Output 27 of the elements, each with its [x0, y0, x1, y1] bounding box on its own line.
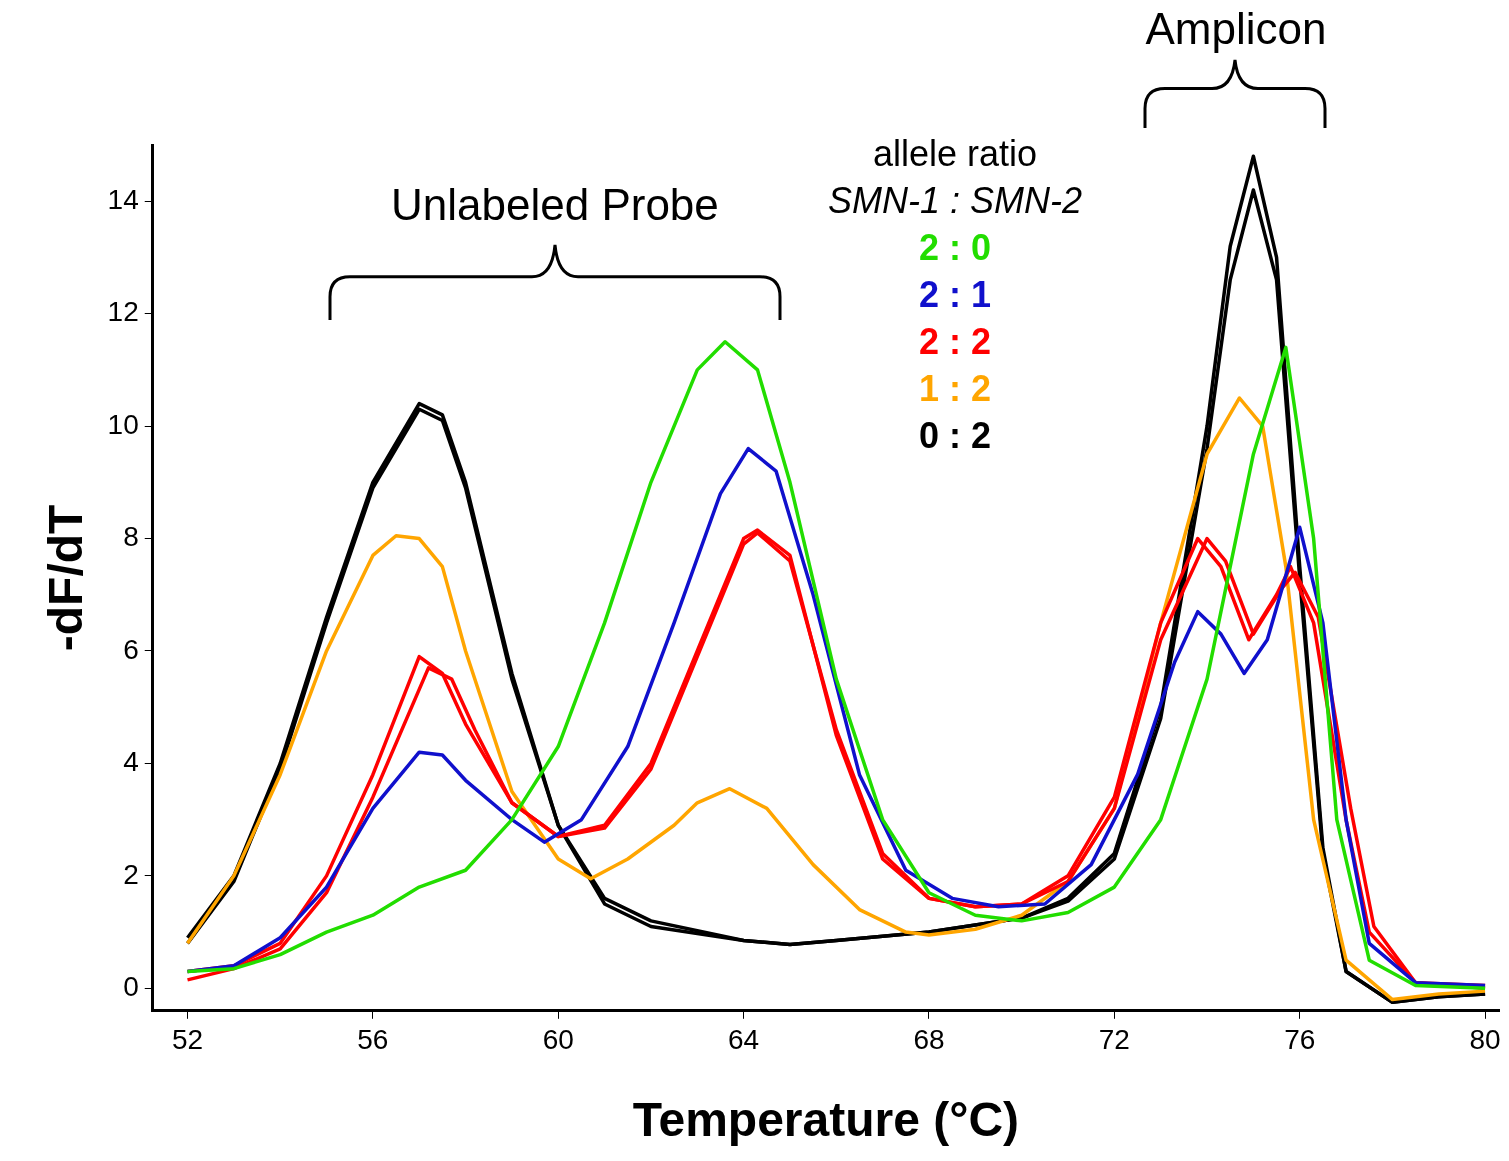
y-tick-label: 10 — [107, 408, 139, 440]
y-tick-label: 0 — [123, 971, 139, 1003]
text: Amplicon — [1145, 4, 1327, 54]
y-tick-label: 12 — [107, 296, 139, 328]
y-axis-title: -dF/dT — [39, 504, 93, 652]
y-tick-label: 4 — [123, 746, 139, 778]
x-tick-label: 72 — [1098, 1024, 1130, 1056]
y-tick-label: 14 — [107, 183, 139, 215]
x-tick-label: 76 — [1284, 1024, 1316, 1056]
legend-title: allele ratio — [871, 132, 1039, 176]
x-tick-label: 80 — [1469, 1024, 1501, 1056]
x-tick-label: 56 — [357, 1024, 389, 1056]
x-tick-label: 68 — [913, 1024, 945, 1056]
y-tick-label: 6 — [123, 633, 139, 665]
x-axis-title: Temperature (°C) — [632, 1093, 1020, 1147]
text: 1 : 2 — [917, 367, 992, 411]
text: 2 : 1 — [917, 273, 992, 317]
text: 2 : 0 — [917, 226, 992, 270]
y-tick-label: 2 — [123, 858, 139, 890]
text: 0 : 2 — [917, 414, 992, 458]
text: 2 : 2 — [917, 320, 992, 364]
annotation: Unlabeled Probe — [391, 180, 719, 230]
y-tick-label: 8 — [123, 521, 139, 553]
annotation: SMN-1 : SMN-2 — [827, 179, 1083, 223]
x-tick-label: 60 — [542, 1024, 574, 1056]
x-tick-label: 64 — [728, 1024, 760, 1056]
x-tick-label: 52 — [171, 1024, 204, 1056]
